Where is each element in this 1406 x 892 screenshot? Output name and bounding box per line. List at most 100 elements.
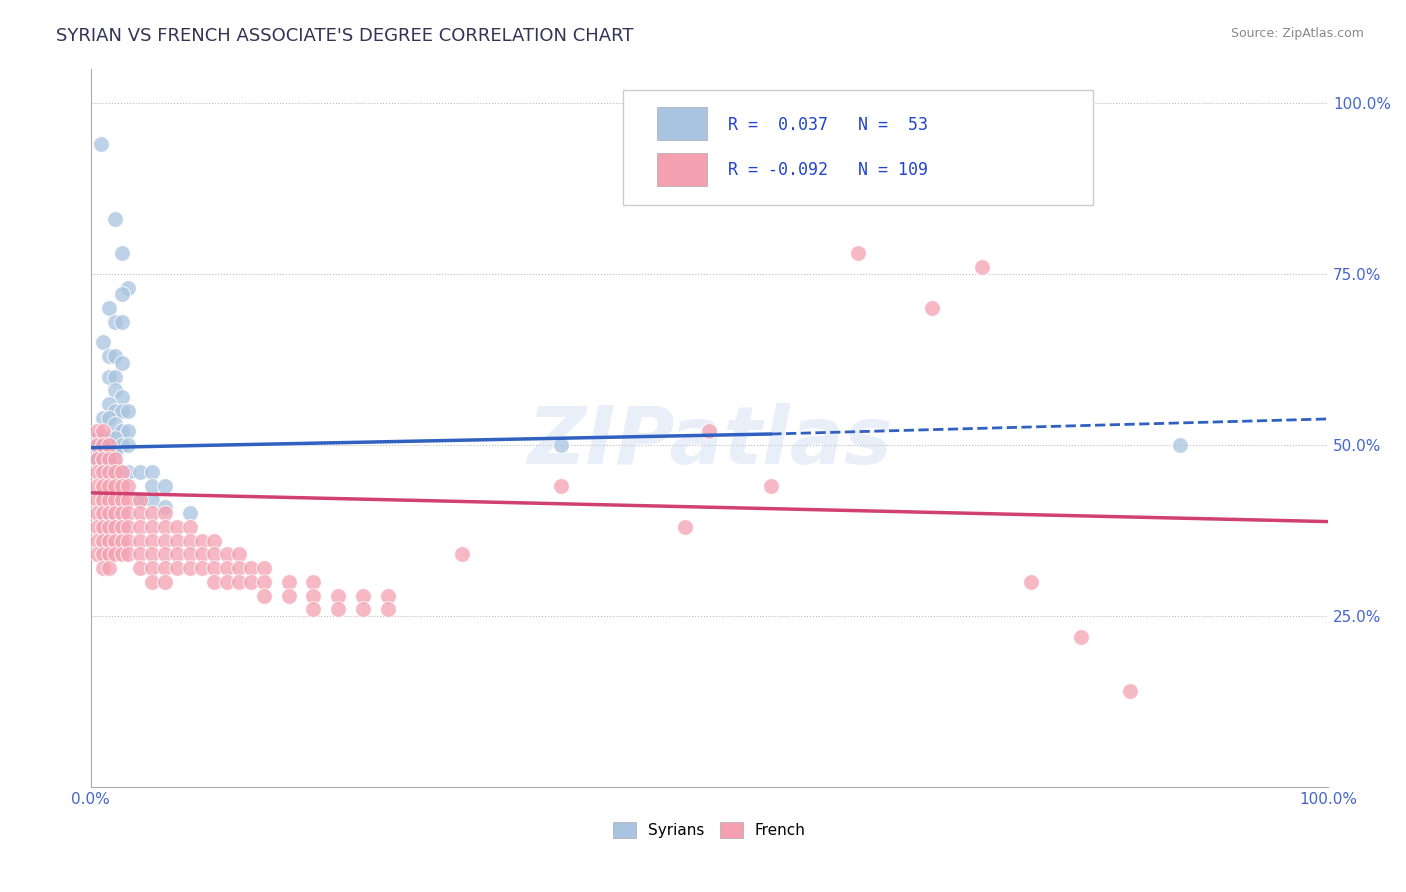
Point: [91, 548, 114, 562]
Point: [153, 533, 176, 548]
Point: [91, 438, 114, 452]
Point: [104, 492, 127, 507]
Point: [253, 589, 276, 603]
FancyBboxPatch shape: [623, 90, 1092, 205]
Point: [141, 574, 163, 589]
Point: [86, 479, 108, 493]
Point: [117, 520, 139, 534]
Point: [117, 466, 139, 480]
Point: [110, 492, 132, 507]
Bar: [658, 153, 707, 186]
Point: [86, 520, 108, 534]
Point: [377, 589, 399, 603]
Point: [104, 479, 127, 493]
Point: [302, 589, 325, 603]
Point: [86, 548, 108, 562]
Point: [98, 492, 121, 507]
Point: [104, 403, 127, 417]
Point: [91, 533, 114, 548]
Point: [117, 507, 139, 521]
Point: [191, 548, 214, 562]
Point: [98, 444, 121, 458]
Point: [129, 548, 152, 562]
Point: [98, 410, 121, 425]
Bar: [658, 107, 707, 139]
Point: [104, 466, 127, 480]
Point: [352, 602, 374, 616]
Point: [1070, 630, 1092, 644]
Point: [166, 520, 188, 534]
Point: [141, 466, 163, 480]
Point: [110, 424, 132, 438]
Point: [104, 458, 127, 473]
Text: SYRIAN VS FRENCH ASSOCIATE'S DEGREE CORRELATION CHART: SYRIAN VS FRENCH ASSOCIATE'S DEGREE CORR…: [56, 27, 634, 45]
Point: [153, 507, 176, 521]
Text: R = -0.092   N = 109: R = -0.092 N = 109: [728, 161, 928, 178]
Point: [153, 500, 176, 514]
Point: [117, 479, 139, 493]
Point: [191, 533, 214, 548]
Point: [86, 533, 108, 548]
Point: [98, 301, 121, 315]
Point: [91, 451, 114, 466]
Point: [302, 602, 325, 616]
Point: [202, 533, 225, 548]
Point: [86, 424, 108, 438]
Point: [86, 451, 108, 466]
Point: [86, 431, 108, 445]
Point: [117, 548, 139, 562]
Point: [91, 451, 114, 466]
Point: [846, 246, 869, 260]
Point: [1119, 684, 1142, 698]
Point: [141, 548, 163, 562]
Point: [91, 438, 114, 452]
Point: [104, 369, 127, 384]
Point: [98, 349, 121, 363]
Point: [98, 520, 121, 534]
Point: [166, 548, 188, 562]
Point: [104, 533, 127, 548]
Point: [91, 424, 114, 438]
Point: [202, 574, 225, 589]
Point: [104, 315, 127, 329]
Point: [98, 479, 121, 493]
Point: [91, 466, 114, 480]
Point: [98, 458, 121, 473]
Point: [104, 431, 127, 445]
Point: [921, 301, 943, 315]
Point: [228, 548, 250, 562]
Point: [153, 561, 176, 575]
Point: [98, 548, 121, 562]
Point: [253, 574, 276, 589]
Point: [326, 602, 349, 616]
Point: [86, 451, 108, 466]
Point: [91, 561, 114, 575]
Point: [179, 520, 201, 534]
Point: [451, 548, 474, 562]
Point: [141, 561, 163, 575]
Point: [98, 451, 121, 466]
Point: [215, 561, 238, 575]
Point: [86, 507, 108, 521]
Point: [970, 260, 993, 274]
Point: [352, 589, 374, 603]
Point: [104, 451, 127, 466]
Point: [110, 466, 132, 480]
Point: [86, 438, 108, 452]
Point: [166, 533, 188, 548]
Point: [215, 574, 238, 589]
Point: [302, 574, 325, 589]
Point: [110, 479, 132, 493]
Point: [179, 507, 201, 521]
Text: Source: ZipAtlas.com: Source: ZipAtlas.com: [1230, 27, 1364, 40]
Point: [98, 507, 121, 521]
Point: [141, 479, 163, 493]
Point: [86, 466, 108, 480]
Point: [117, 438, 139, 452]
Point: [179, 533, 201, 548]
Point: [673, 520, 696, 534]
Point: [98, 533, 121, 548]
Point: [91, 431, 114, 445]
Point: [141, 520, 163, 534]
Text: ZIPatlas: ZIPatlas: [527, 403, 891, 481]
